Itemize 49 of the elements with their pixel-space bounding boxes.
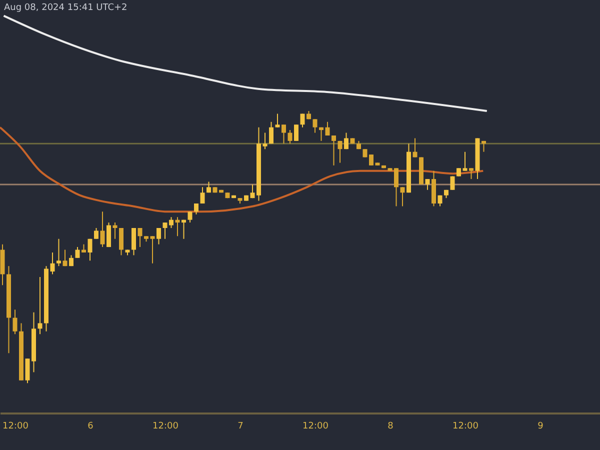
x-tick-label: 12:00 — [152, 422, 179, 432]
candlestick — [300, 113, 305, 128]
text: Aug 08, 2024 15:41 UTC+2 — [4, 3, 128, 13]
candlestick — [412, 138, 418, 158]
candlestick — [425, 178, 430, 190]
candlestick — [294, 124, 298, 142]
candlestick — [112, 222, 118, 240]
candlestick — [156, 227, 161, 245]
candlestick — [344, 132, 348, 150]
candlestick — [132, 227, 136, 256]
x-tick-label: 6 — [88, 422, 94, 432]
candlestick — [338, 140, 342, 164]
candlestick — [332, 134, 336, 166]
candlestick — [106, 222, 111, 248]
candlestick — [138, 227, 142, 248]
x-tick-label: 12:00 — [302, 422, 329, 432]
candlestick — [38, 276, 42, 335]
candlestick — [119, 227, 124, 256]
candlestick — [150, 236, 155, 264]
candlestick — [312, 118, 318, 134]
candlestick — [188, 211, 192, 224]
candlestick — [182, 219, 186, 240]
candlestick — [194, 203, 198, 215]
x-tick-label: 9 — [538, 422, 544, 432]
candlestick — [462, 151, 468, 172]
candlestick — [12, 309, 18, 335]
candlestick — [56, 238, 61, 267]
candlestick — [400, 186, 405, 207]
x-tick-label: 8 — [388, 422, 394, 432]
candlestick — [275, 113, 280, 128]
x-tick-label: 12:00 — [452, 422, 479, 432]
candlestick — [94, 227, 98, 240]
candlestick — [62, 249, 68, 267]
candlestick — [200, 186, 205, 204]
candlestick — [469, 168, 474, 180]
candlestick — [175, 216, 180, 237]
candlestick — [50, 252, 55, 275]
candlestick — [319, 126, 324, 142]
candlestick — [262, 132, 268, 150]
candlestick — [100, 211, 105, 248]
candlestick — [288, 130, 292, 144]
candlestick — [269, 121, 274, 144]
candlestick — [325, 121, 330, 136]
candlestick — [282, 124, 286, 144]
candlestick — [450, 176, 455, 190]
candlestick — [88, 238, 92, 262]
x-tick-label: 7 — [238, 422, 244, 432]
x-tick-label: 12:00 — [2, 422, 29, 432]
candlestick — [75, 246, 80, 258]
